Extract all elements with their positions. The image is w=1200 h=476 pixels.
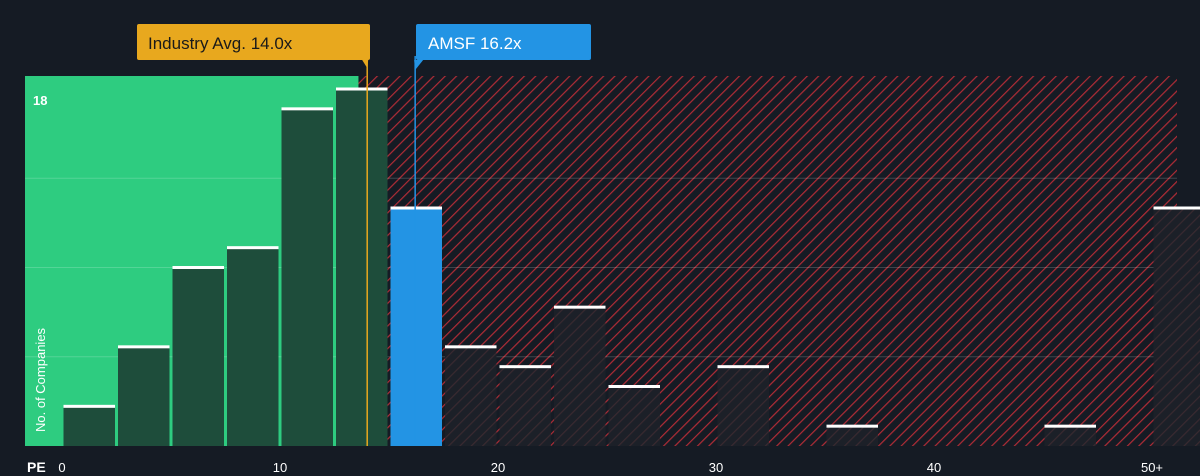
- histogram-bar: [826, 426, 878, 446]
- histogram-bar: [1044, 426, 1096, 446]
- industry-avg-callout-pointer: [362, 60, 369, 68]
- histogram-bar: [118, 346, 170, 446]
- bar-cap: [554, 305, 606, 309]
- histogram-bar: [1153, 208, 1200, 446]
- x-tick-label: 20: [491, 460, 505, 475]
- bar-cap: [608, 385, 660, 388]
- y-axis-label: No. of Companies: [33, 327, 48, 432]
- bar-cap: [227, 246, 279, 250]
- histogram-bar: [554, 307, 606, 446]
- x-tick-label: 30: [709, 460, 723, 475]
- bar-cap: [1044, 424, 1096, 428]
- histogram-bar: [390, 208, 442, 446]
- bar-cap: [499, 365, 551, 369]
- bar-cap: [336, 87, 388, 91]
- histogram-bar: [445, 346, 497, 446]
- bar-cap: [281, 107, 333, 111]
- x-tick-label: 0: [58, 460, 65, 475]
- histogram-bar: [608, 386, 660, 446]
- bar-cap: [172, 266, 224, 269]
- industry-avg-label: Industry Avg. 14.0x: [148, 34, 293, 53]
- bar-cap: [826, 424, 878, 428]
- bar-cap: [1153, 206, 1200, 210]
- histogram-bar: [336, 89, 388, 446]
- x-tick-label: 40: [927, 460, 941, 475]
- histogram-bar: [281, 108, 333, 446]
- company-callout: [416, 24, 591, 60]
- histogram-bar: [717, 366, 769, 446]
- bar-cap: [63, 404, 115, 408]
- bar-cap: [445, 345, 497, 349]
- company-label: AMSF 16.2x: [428, 34, 522, 53]
- histogram-bar: [499, 366, 551, 446]
- x-tick-label: 50+: [1141, 460, 1163, 475]
- industry-avg-callout: [137, 24, 370, 60]
- x-tick-label: 10: [273, 460, 287, 475]
- histogram-bar: [172, 267, 224, 446]
- histogram-bar: [227, 247, 279, 446]
- bar-cap: [118, 345, 170, 349]
- bar-cap: [390, 206, 442, 210]
- y-axis-top-tick: 18: [33, 93, 47, 108]
- bar-cap: [717, 365, 769, 369]
- x-axis-label: PE: [27, 459, 46, 475]
- company-callout-pointer: [414, 60, 424, 70]
- histogram-bar: [63, 406, 115, 446]
